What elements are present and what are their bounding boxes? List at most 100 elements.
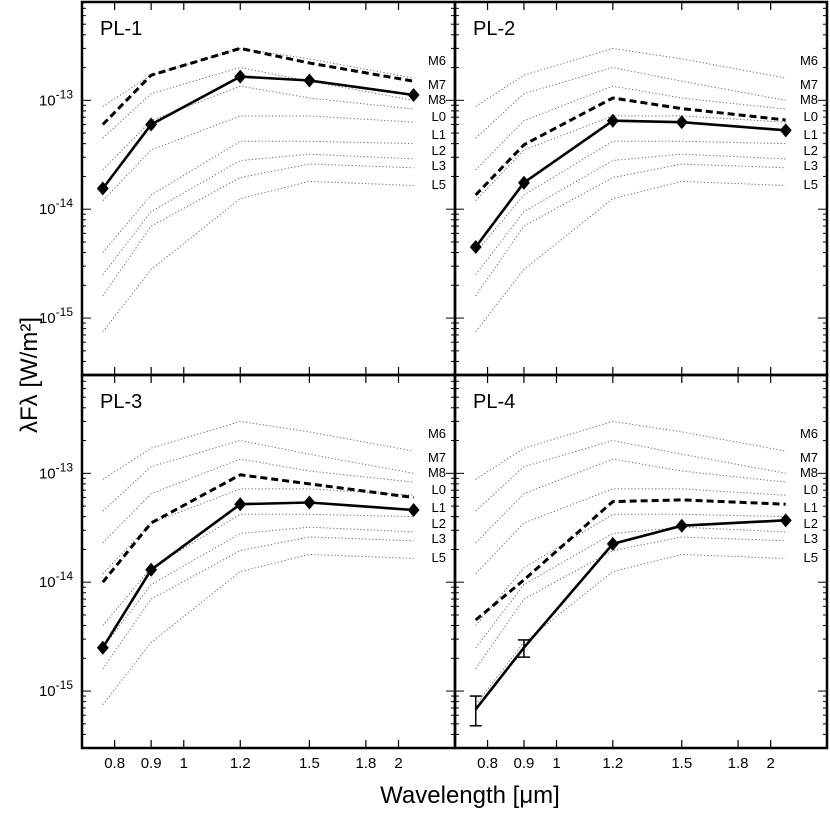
panel-frame <box>80 0 457 377</box>
data-point <box>779 513 792 528</box>
template-label-l1: L1 <box>432 127 446 142</box>
x-tick-label: 1.5 <box>671 755 692 772</box>
template-l3 <box>102 163 414 297</box>
template-label-l2: L2 <box>804 143 818 158</box>
y-tick-label: 10-13 <box>39 87 73 109</box>
template-l0 <box>475 488 786 574</box>
observed-line <box>474 519 786 711</box>
template-label-l5: L5 <box>432 550 446 565</box>
template-l2 <box>102 153 414 276</box>
y-tick-label: 10-15 <box>39 305 73 327</box>
template-label-m8: M8 <box>428 465 446 480</box>
data-point <box>303 73 316 88</box>
data-point <box>145 562 158 577</box>
template-m8 <box>102 458 414 544</box>
template-label-l0: L0 <box>432 482 446 497</box>
template-l2 <box>102 526 414 649</box>
template-label-m6: M6 <box>800 426 818 441</box>
template-label-l3: L3 <box>432 531 446 546</box>
y-axis-title: λFλ [W/m²] <box>16 317 43 433</box>
template-label-m7: M7 <box>428 450 446 465</box>
model-line <box>101 473 414 584</box>
panel-title: PL-2 <box>473 18 515 40</box>
template-m8 <box>102 85 414 171</box>
x-tick-label: 0.8 <box>477 755 498 772</box>
y-tick-label: 10-15 <box>39 678 73 700</box>
template-l2 <box>475 526 786 649</box>
template-m6 <box>475 47 786 107</box>
x-tick-label: 0.9 <box>141 755 162 772</box>
x-tick-label: 1 <box>180 755 188 772</box>
data-point <box>234 497 247 512</box>
template-label-m8: M8 <box>800 465 818 480</box>
x-tick-label: 0.8 <box>104 755 125 772</box>
data-point <box>407 87 420 102</box>
template-l5 <box>102 553 414 706</box>
template-label-m6: M6 <box>428 53 446 68</box>
x-tick-label: 1.8 <box>355 755 376 772</box>
template-label-l2: L2 <box>804 516 818 531</box>
y-tick-label: 10-14 <box>39 196 73 218</box>
template-label-l1: L1 <box>432 500 446 515</box>
template-label-l0: L0 <box>804 109 818 124</box>
template-m7 <box>102 439 414 512</box>
data-point <box>234 69 247 84</box>
x-tick-label: 1.5 <box>299 755 320 772</box>
template-label-l1: L1 <box>804 500 818 515</box>
data-point <box>469 239 482 254</box>
template-label-m6: M6 <box>800 53 818 68</box>
x-tick-label: 1.2 <box>602 755 623 772</box>
data-point <box>606 536 619 551</box>
data-point <box>517 175 530 190</box>
template-l0 <box>102 488 414 574</box>
panel-title: PL-1 <box>100 18 142 40</box>
y-tick-label: 10-14 <box>39 569 73 591</box>
x-tick-label: 1 <box>552 755 560 772</box>
template-label-m7: M7 <box>428 77 446 92</box>
panel-frame <box>80 373 457 750</box>
panel-frame <box>453 373 829 750</box>
data-point <box>407 503 420 518</box>
data-point <box>606 113 619 128</box>
template-label-m7: M7 <box>800 450 818 465</box>
data-point <box>779 123 792 138</box>
x-tick-label: 2 <box>766 755 774 772</box>
template-label-l0: L0 <box>432 109 446 124</box>
template-l0 <box>475 115 786 201</box>
template-m6 <box>102 420 414 480</box>
template-l0 <box>102 115 414 201</box>
data-point <box>145 117 158 132</box>
model-line <box>474 498 786 622</box>
template-m8 <box>475 85 786 171</box>
panel-title: PL-4 <box>473 391 515 413</box>
template-label-l2: L2 <box>432 143 446 158</box>
panel-title: PL-3 <box>100 391 142 413</box>
x-tick-label: 0.9 <box>514 755 535 772</box>
template-label-l5: L5 <box>804 177 818 192</box>
data-point <box>675 518 688 533</box>
model-line <box>101 46 414 126</box>
x-tick-label: 1.8 <box>728 755 749 772</box>
template-label-l1: L1 <box>804 127 818 142</box>
template-l1 <box>102 513 414 626</box>
template-l3 <box>102 536 414 670</box>
template-label-l2: L2 <box>432 516 446 531</box>
template-label-l5: L5 <box>804 550 818 565</box>
template-m8 <box>475 458 786 544</box>
x-axis-title: Wavelength [μm] <box>380 782 560 809</box>
observed-line <box>101 75 414 190</box>
template-l1 <box>102 140 414 253</box>
data-point <box>675 115 688 130</box>
template-label-m6: M6 <box>428 426 446 441</box>
template-l5 <box>475 553 786 706</box>
observed-line <box>101 501 414 649</box>
model-line <box>474 96 786 197</box>
template-label-l5: L5 <box>432 177 446 192</box>
template-l2 <box>475 153 786 276</box>
template-l1 <box>475 513 786 626</box>
template-l5 <box>475 180 786 333</box>
